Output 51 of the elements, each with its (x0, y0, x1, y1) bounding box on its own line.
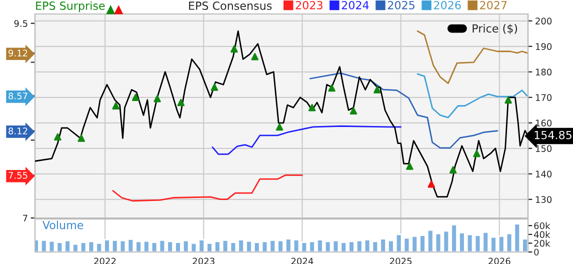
point (210, 84, 218, 91)
chart-title: Volume (42, 220, 84, 230)
point (177, 98, 185, 106)
point (230, 45, 238, 53)
line-series (416, 73, 528, 118)
y-tick-label: 9.5 (14, 20, 28, 27)
point (374, 86, 381, 94)
data-label: 154.85 (534, 130, 572, 140)
legend-label: Price ($) (472, 24, 518, 34)
y2-tick-label: 140 (536, 170, 552, 178)
point (328, 84, 336, 92)
point (154, 95, 161, 102)
y2-tick-label: 150 (536, 145, 552, 152)
y-tick-label: 20k (534, 240, 550, 247)
y2-tick-label: 130 (536, 196, 552, 203)
y-tick-label: 7.55 (8, 172, 28, 179)
line-series (309, 72, 498, 149)
point (276, 123, 284, 131)
point (406, 162, 414, 170)
y2-tick-label: 180 (536, 68, 552, 76)
y2-tick-label: 160 (536, 120, 552, 126)
y-tick-label: 0 (534, 248, 539, 256)
point (78, 134, 85, 142)
y2-tick-label: 190 (536, 43, 552, 50)
point (54, 133, 62, 141)
legend-label: 2027 (480, 0, 507, 10)
point (428, 180, 436, 188)
y-tick-label: 8.57 (8, 92, 28, 100)
y-tick-label: 7 (23, 214, 28, 222)
point (112, 102, 120, 110)
point (473, 150, 480, 158)
line-series (112, 174, 303, 202)
point (504, 96, 512, 104)
y-tick-label: 9.12 (8, 50, 28, 56)
line-series (212, 125, 402, 155)
y-tick-label: 8.12 (8, 128, 28, 134)
point (449, 166, 457, 174)
point (350, 107, 358, 115)
point (132, 94, 140, 102)
y-tick-label: 40k (534, 230, 550, 238)
legend-label: 2023 (296, 0, 322, 10)
y2-tick-label: 170 (536, 94, 552, 101)
legend-label: 2025 (388, 0, 414, 10)
legend-label: 2026 (434, 0, 461, 10)
y2-tick-label: 200 (536, 18, 552, 24)
legend-title: EPS Consensus (189, 2, 272, 10)
text: EPS Surprise (36, 1, 105, 12)
point (251, 52, 259, 60)
y-tick-label: 60k (534, 222, 550, 230)
point (308, 104, 316, 112)
legend-label: 2024 (342, 0, 369, 10)
